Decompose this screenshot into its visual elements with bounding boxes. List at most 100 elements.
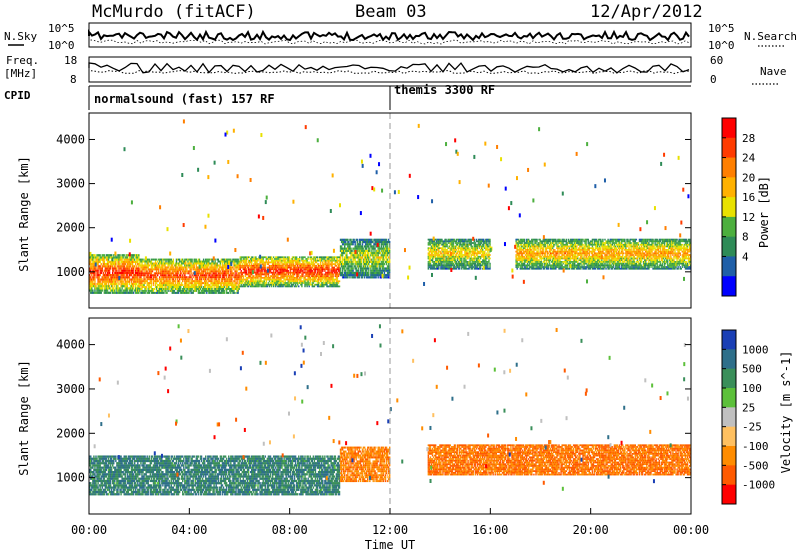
echo-cell [311,270,314,272]
echo-cell [312,261,315,264]
echo-cell [152,264,155,267]
echo-cell [134,256,137,259]
echo-cell [118,267,120,270]
echo-cell [92,285,94,288]
echo-cell [296,283,299,286]
echo-cell [153,291,156,294]
echo-cell [161,274,163,277]
echo-cell [189,278,191,281]
echo-cell [252,276,254,279]
echo-cell [321,259,323,262]
echo-cell [272,256,275,259]
echo-cell [96,254,98,257]
echo-cell [92,265,94,268]
echo-cell [105,263,108,266]
echo-cell [259,278,261,281]
echo-cell [189,262,191,265]
echo-cell [108,260,111,263]
echo-cell [188,262,190,265]
echo-cell [239,271,241,274]
echo-cell [222,291,225,294]
echo-cell [160,268,162,271]
echo-cell [258,273,260,276]
echo-cell [97,278,99,281]
echo-cell [118,260,120,263]
echo-cell [188,291,190,294]
echo-cell [114,267,116,270]
echo-cell [134,289,137,292]
echo-cell [323,285,325,288]
echo-cell [137,285,139,288]
echo-cell [216,264,218,267]
echo-cell [378,260,380,263]
echo-cell [460,242,462,244]
echo-cell [209,270,211,273]
echo-cell [162,276,164,279]
echo-cell [262,263,264,265]
echo-cell [110,265,113,268]
echo-cell [175,286,178,288]
echo-cell [142,286,144,288]
echo-cell [260,275,262,277]
echo-cell [191,288,193,290]
echo-cell [183,268,185,271]
echo-cell [187,262,189,265]
echo-cell [229,276,231,279]
echo-cell [109,267,112,270]
echo-cell [165,276,167,279]
echo-cell [194,276,197,279]
echo-cell [301,283,303,286]
echo-cell [141,268,143,271]
echo-cell [91,263,93,266]
echo-cell [162,289,164,292]
echo-cell [177,282,180,285]
echo-cell [200,266,203,269]
echo-cell [435,262,438,265]
echo-cell [175,288,178,290]
echo-cell [194,288,197,290]
echo-cell [216,262,218,265]
echo-cell [203,291,206,294]
echo-cell [90,271,92,275]
echo-cell [161,258,163,261]
echo-cell [170,272,172,275]
echo-cell [226,282,229,285]
echo-cell [232,288,234,290]
echo-cell [141,264,143,267]
echo-cell [103,269,106,272]
echo-cell [102,276,105,279]
echo-cell [144,268,146,271]
echo-cell [160,274,162,277]
echo-cell [267,276,270,279]
echo-cell [152,282,155,285]
echo-cell [242,278,245,281]
echo-cell [226,262,229,265]
echo-cell [195,280,198,283]
echo-cell [313,263,316,265]
echo-cell [212,274,214,277]
echo-cell [167,260,169,263]
echo-cell [114,282,116,286]
echo-cell [362,247,365,250]
echo-cell [169,258,171,261]
echo-cell [169,262,171,265]
echo-cell [178,289,181,292]
echo-cell [248,264,251,267]
echo-cell [438,249,440,251]
echo-cell [261,285,263,288]
echo-cell [192,289,194,292]
echo-cell [169,276,171,279]
echo-cell [128,269,131,272]
echo-cell [464,262,466,265]
echo-cell [220,286,223,288]
echo-cell [147,258,149,261]
echo-cell [269,276,272,279]
echo-cell [137,254,139,257]
echo-cell [264,266,267,269]
echo-cell [261,282,263,284]
echo-cell [168,270,170,273]
echo-cell [229,289,231,292]
echo-cell [349,245,351,248]
echo-cell [165,282,167,285]
echo-cell [236,291,238,294]
